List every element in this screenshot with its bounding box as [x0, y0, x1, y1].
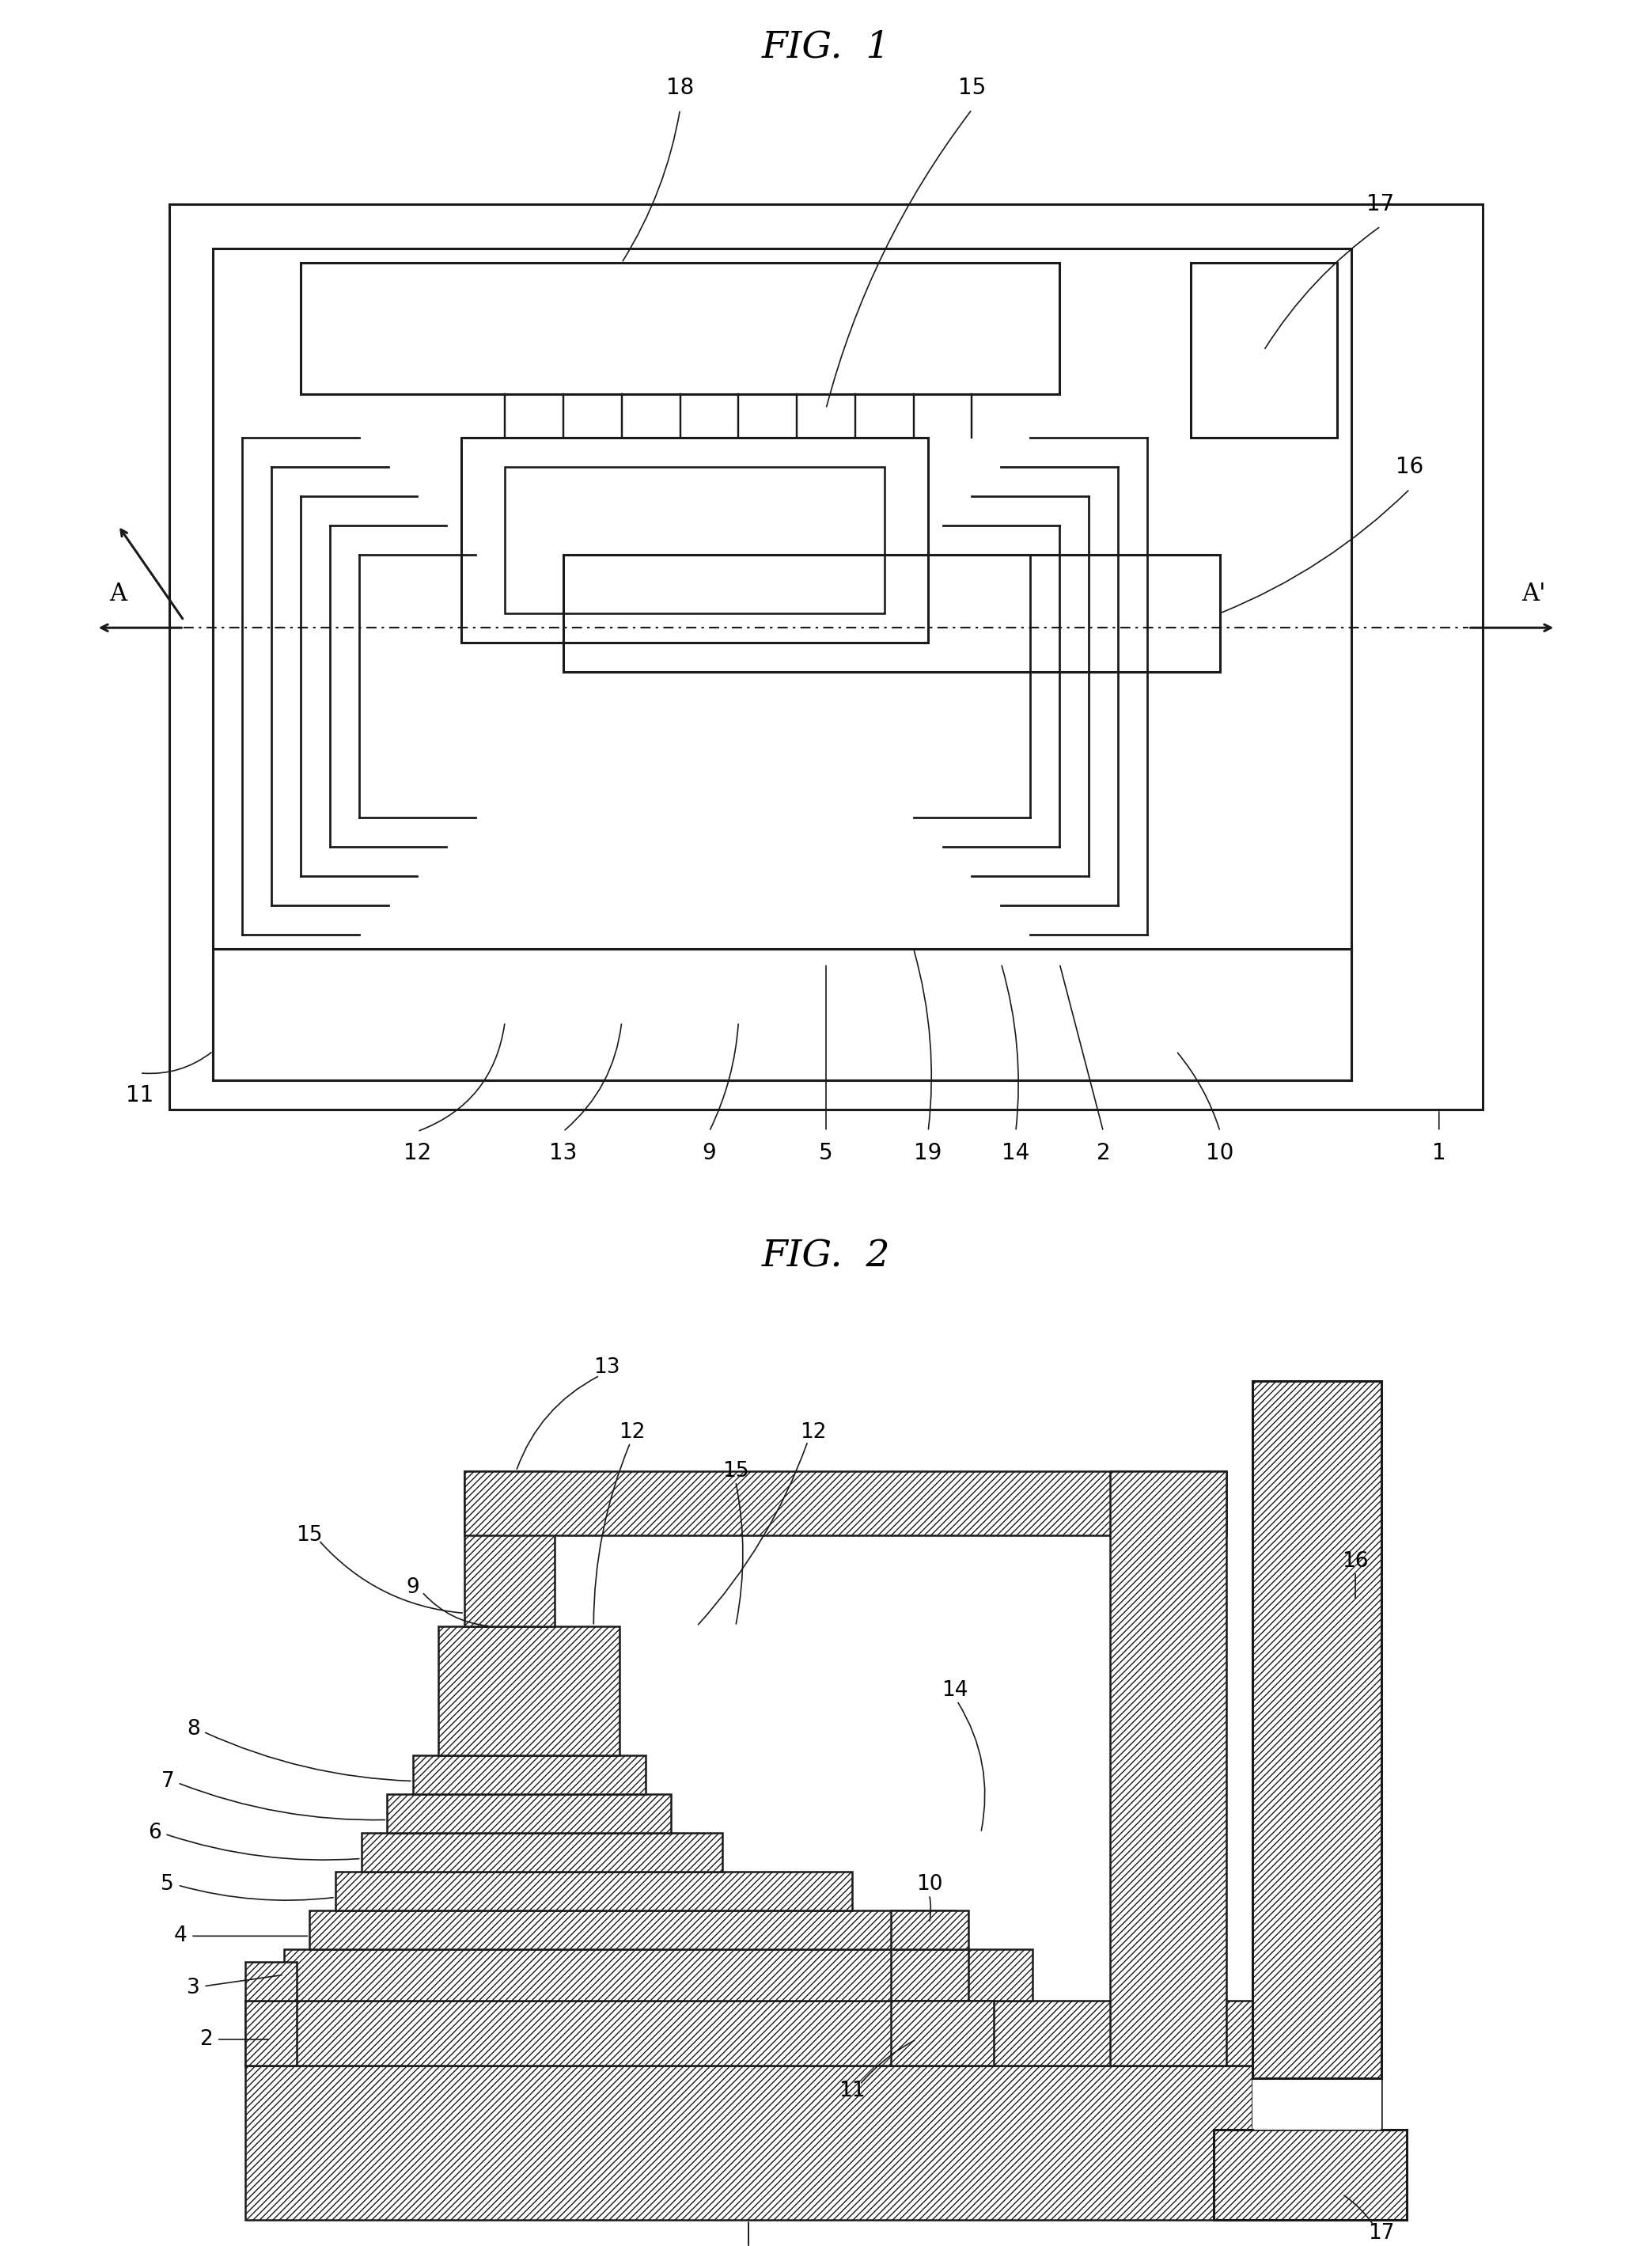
Text: 8: 8: [187, 1718, 200, 1741]
Bar: [387, 1795, 671, 1833]
Bar: [244, 2066, 1252, 2219]
Bar: [563, 555, 1221, 672]
Text: 12: 12: [403, 1143, 431, 1163]
Text: 9: 9: [702, 1143, 717, 1163]
Text: 14: 14: [942, 1680, 968, 1700]
Text: 16: 16: [1341, 1552, 1368, 1572]
Text: 5: 5: [160, 1873, 173, 1896]
Bar: [464, 1471, 1226, 1536]
Bar: [1252, 2078, 1381, 2129]
Text: A: A: [109, 582, 127, 606]
Bar: [464, 1471, 555, 1626]
Text: 11: 11: [839, 2080, 866, 2102]
Bar: [213, 249, 1351, 1080]
Text: 5: 5: [819, 1143, 833, 1163]
Bar: [335, 1871, 852, 1909]
Bar: [244, 2001, 297, 2066]
Bar: [439, 1626, 620, 1756]
Text: 18: 18: [666, 76, 694, 99]
Text: 6: 6: [149, 1822, 162, 1844]
Text: 11: 11: [126, 1085, 154, 1105]
Text: 19: 19: [914, 1143, 942, 1163]
Bar: [1110, 1471, 1226, 2066]
Text: 1: 1: [1432, 1143, 1446, 1163]
Text: FIG.  1: FIG. 1: [762, 29, 890, 65]
Text: 14: 14: [1001, 1143, 1029, 1163]
Text: 2: 2: [200, 2028, 213, 2051]
Bar: [1191, 263, 1336, 438]
Text: 16: 16: [1396, 456, 1424, 478]
Text: 3: 3: [187, 1976, 200, 1999]
Bar: [284, 1950, 1032, 2001]
Bar: [461, 438, 928, 642]
Text: 15: 15: [722, 1460, 748, 1482]
Text: 7: 7: [160, 1770, 173, 1792]
Text: 9: 9: [406, 1577, 420, 1597]
Bar: [213, 948, 1351, 1080]
Bar: [890, 2001, 995, 2066]
Text: 4: 4: [173, 1925, 187, 1947]
Text: 15: 15: [296, 1525, 322, 1545]
Bar: [1252, 1381, 1381, 2219]
Text: 10: 10: [917, 1873, 943, 1896]
Text: 10: 10: [1206, 1143, 1234, 1163]
Text: 17: 17: [1368, 2224, 1394, 2244]
Text: 13: 13: [550, 1143, 577, 1163]
Bar: [413, 1756, 646, 1795]
Bar: [309, 1909, 955, 1950]
Text: 2: 2: [1097, 1143, 1110, 1163]
Bar: [890, 1950, 968, 2001]
Bar: [1213, 2129, 1408, 2219]
Bar: [169, 204, 1483, 1110]
Bar: [362, 1833, 722, 1871]
Bar: [244, 1963, 297, 2001]
Text: A': A': [1521, 582, 1546, 606]
Bar: [890, 1909, 968, 1950]
Text: 15: 15: [958, 76, 986, 99]
Bar: [301, 263, 1059, 395]
Text: FIG.  2: FIG. 2: [762, 1238, 890, 1273]
Bar: [244, 2001, 1252, 2066]
Bar: [506, 467, 884, 613]
Text: 13: 13: [593, 1357, 620, 1379]
Text: 12: 12: [800, 1422, 826, 1442]
Text: 12: 12: [620, 1422, 646, 1442]
Text: 17: 17: [1366, 193, 1394, 216]
